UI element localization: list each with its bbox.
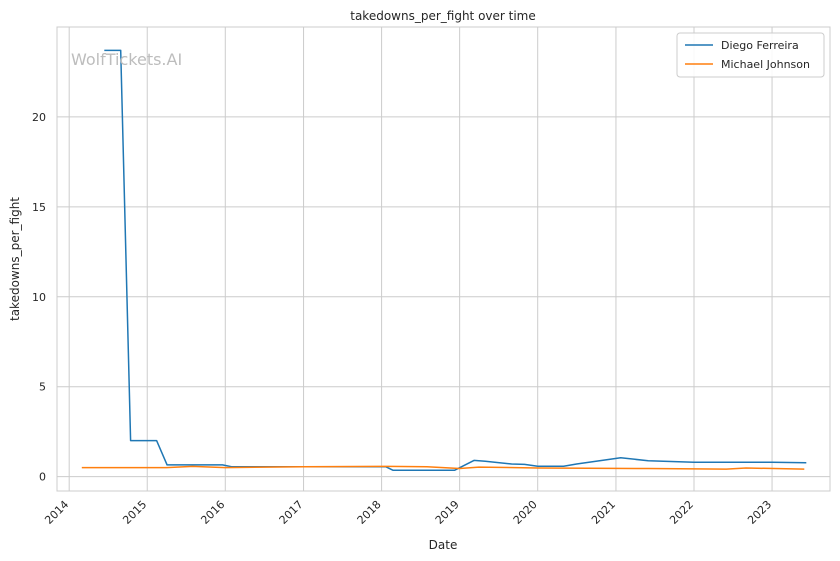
legend-box [676,32,825,78]
y-tick-label: 15 [32,201,46,214]
y-tick-label: 20 [32,111,46,124]
legend-label-diego-ferreira: Diego Ferreira [721,39,799,52]
y-tick-labels: 0 5 10 15 20 [32,111,46,484]
series-line-michael-johnson [81,465,805,470]
series-layer [81,49,807,472]
x-axis-label: Date [429,538,458,552]
chart-title: takedowns_per_fight over time [350,9,536,23]
grid [57,27,830,491]
y-tick-label: 0 [39,471,46,484]
watermark: WolfTickets.AI [71,50,182,69]
legend: Diego Ferreira Michael Johnson [676,32,825,78]
y-axis-label: takedowns_per_fight [8,197,22,321]
legend-label-michael-johnson: Michael Johnson [721,58,810,71]
series-line-diego-ferreira [104,49,807,472]
y-tick-label: 10 [32,291,46,304]
plot-area-frame [56,26,831,492]
y-tick-label: 5 [39,381,46,394]
